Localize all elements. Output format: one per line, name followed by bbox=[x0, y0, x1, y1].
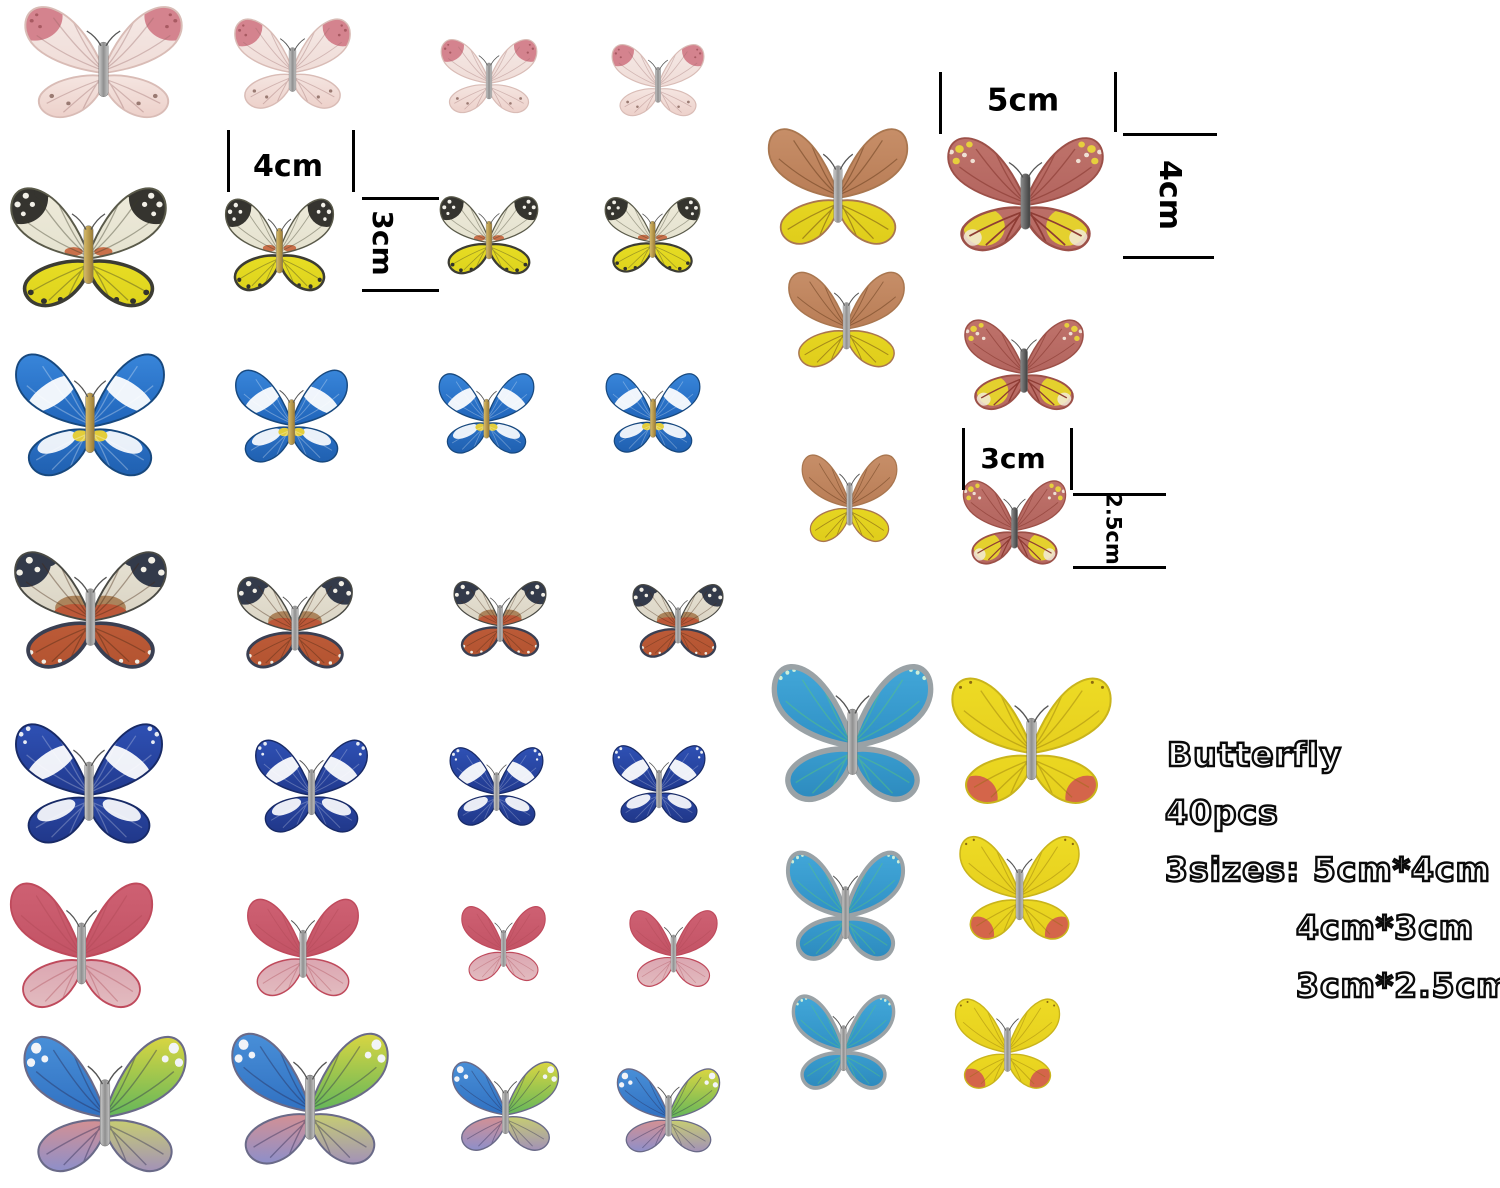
butterfly-pink_white-large bbox=[23, 6, 183, 119]
butterfly-rose-medium bbox=[247, 898, 359, 997]
dimension-line-v-4 bbox=[939, 72, 942, 134]
caption-line-size2: 4cm*3cm bbox=[1295, 908, 1475, 947]
dimension-line-h-6 bbox=[1123, 133, 1217, 136]
dimension-line-v-1 bbox=[352, 130, 355, 192]
butterfly-rainbow-large bbox=[23, 1035, 187, 1172]
butterfly-yellow_red-medium bbox=[954, 998, 1060, 1089]
butterfly-blue_band-small bbox=[438, 372, 534, 454]
dimension-line-h-7 bbox=[1123, 256, 1214, 259]
butterfly-rose-small bbox=[628, 909, 718, 987]
dimension-line-h-3 bbox=[362, 289, 439, 292]
butterfly-rose-small bbox=[460, 905, 546, 981]
butterfly-pink_monarch-large bbox=[946, 137, 1104, 252]
butterfly-pink_white-medium bbox=[233, 18, 351, 109]
butterfly-yellow_red-large bbox=[950, 677, 1112, 804]
dimension-line-v-9 bbox=[1070, 428, 1073, 490]
butterfly-pink_white-small bbox=[611, 44, 705, 117]
butterfly-painted_lady-small bbox=[632, 583, 724, 658]
dim-4cm-left: 4cm bbox=[253, 149, 323, 184]
caption-line-size3: 3cm*2.5cm bbox=[1295, 966, 1500, 1005]
butterfly-painted_lady-medium bbox=[237, 576, 353, 669]
dim-2p5cm-right: 2.5cm bbox=[1101, 493, 1126, 565]
caption-line-40pcs: 40pcs bbox=[1164, 793, 1279, 832]
butterfly-blue_gray-small bbox=[791, 993, 895, 1090]
butterfly-orange_yellow-medium bbox=[787, 271, 905, 368]
dim-3cm-left: 3cm bbox=[366, 210, 399, 276]
butterfly-orange_yellow-small bbox=[801, 453, 897, 542]
caption-line-3sizes: 3sizes: 5cm*4cm bbox=[1164, 850, 1491, 889]
butterfly-jezebel-small bbox=[604, 196, 700, 273]
dimension-line-v-0 bbox=[227, 130, 230, 192]
butterfly-painted_lady-small bbox=[453, 580, 547, 657]
dim-4cm-right: 4cm bbox=[1152, 160, 1187, 230]
butterfly-rose-large bbox=[9, 882, 153, 1008]
butterfly-blue_band-small bbox=[605, 373, 701, 453]
butterfly-rainbow-large bbox=[231, 1032, 389, 1165]
butterfly-rainbow-small bbox=[616, 1067, 720, 1152]
dimension-line-v-5 bbox=[1114, 72, 1117, 132]
dimension-line-h-11 bbox=[1073, 566, 1166, 569]
butterfly-pink_monarch-small bbox=[962, 479, 1066, 565]
dim-5cm-right: 5cm bbox=[986, 82, 1060, 119]
butterfly-jezebel-medium bbox=[224, 198, 334, 292]
butterfly-blue_gray-large bbox=[771, 663, 933, 802]
butterfly-blue_gray-medium bbox=[785, 850, 905, 961]
butterfly-yellow_red-medium bbox=[958, 835, 1080, 940]
caption-line-butterfly: Butterfly bbox=[1166, 735, 1343, 774]
butterfly-blue_band-medium bbox=[234, 369, 348, 463]
butterfly-jezebel-large bbox=[9, 187, 167, 308]
butterfly-navy_band-small bbox=[449, 746, 543, 826]
butterfly-jezebel-small bbox=[439, 196, 539, 275]
butterfly-navy_band-large bbox=[15, 722, 163, 843]
butterfly-rainbow-medium bbox=[451, 1061, 559, 1151]
dimension-line-h-2 bbox=[362, 197, 439, 200]
butterfly-pink_white-small bbox=[440, 39, 538, 114]
dim-3cm-right: 3cm bbox=[980, 442, 1046, 475]
butterfly-navy_band-medium bbox=[254, 739, 368, 833]
dimension-line-v-8 bbox=[962, 428, 965, 490]
butterfly-pink_monarch-medium bbox=[964, 319, 1084, 411]
butterfly-navy_band-small bbox=[612, 745, 706, 823]
butterfly-painted_lady-large bbox=[13, 550, 167, 669]
butterfly-orange_yellow-large bbox=[767, 127, 909, 245]
butterfly-blue_band-large bbox=[15, 353, 165, 477]
dimension-line-h-10 bbox=[1073, 493, 1166, 496]
